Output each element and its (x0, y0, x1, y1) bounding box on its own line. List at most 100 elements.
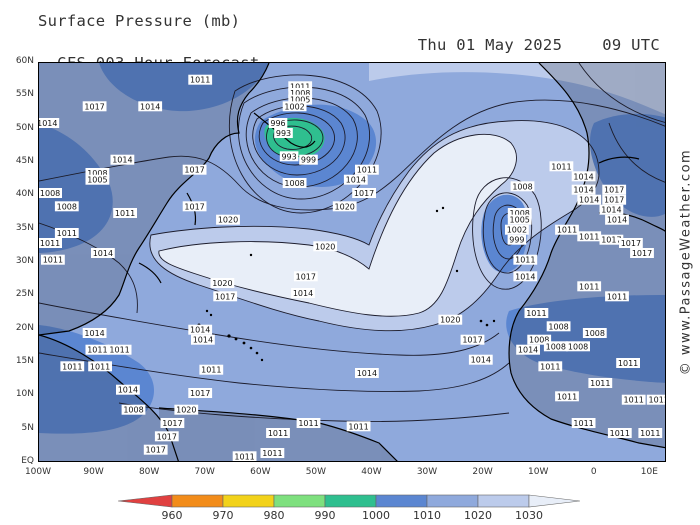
svg-text:1011: 1011 (62, 362, 82, 371)
isobar-label: 996 (268, 118, 288, 128)
svg-text:1020: 1020 (176, 406, 196, 415)
isobar-label: 1011 (549, 161, 574, 172)
latitude-label: 25N (15, 289, 34, 300)
svg-text:1008: 1008 (87, 169, 107, 178)
valid-time: Thu 01 May 2025 09 UTC (418, 36, 660, 54)
isobar-label: 1011 (113, 208, 137, 218)
colorbar-label: 990 (314, 509, 336, 522)
svg-text:1017: 1017 (296, 272, 316, 281)
isobar-label: 1011 (616, 358, 640, 368)
isobar-label: 1008 (510, 181, 535, 192)
isobar-label: 1017 (602, 194, 627, 205)
isobar-label: 1008 (54, 201, 79, 212)
chart-title: Surface Pressure (mb) (38, 12, 241, 30)
isobar-label: 1005 (507, 214, 532, 225)
isobar-label: 1017 (182, 201, 207, 212)
latitude-label: 20N (15, 322, 34, 333)
isobar-label: 1011 (288, 81, 313, 92)
svg-text:1014: 1014 (293, 289, 313, 298)
isobar-label: 1011 (39, 238, 62, 248)
isobar-label: 1002 (505, 224, 529, 235)
svg-text:1005: 1005 (87, 176, 107, 185)
isobar-label: 1014 (138, 101, 163, 112)
forecast-time: 09 UTC (602, 36, 660, 54)
svg-text:1011: 1011 (640, 429, 660, 438)
svg-text:1017: 1017 (184, 166, 204, 175)
colorbar-label: 1010 (413, 509, 441, 522)
isobar-label: 999 (507, 234, 527, 245)
colorbar-label: 980 (263, 509, 285, 522)
isobar-label: 1011 (555, 391, 579, 402)
svg-text:1011: 1011 (234, 452, 254, 461)
isobar-label: 1008 (546, 321, 571, 332)
latitude-label: 5N (21, 422, 34, 433)
svg-text:1011: 1011 (573, 419, 593, 428)
svg-text:1011: 1011 (624, 396, 644, 405)
latitude-label: 55N (15, 89, 34, 100)
isobar-label: 1014 (605, 214, 629, 225)
svg-text:1014: 1014 (112, 156, 132, 165)
isobar-label: 1014 (516, 344, 540, 355)
longitude-label: 70W (194, 467, 215, 477)
latitude-label: EQ (21, 456, 34, 466)
svg-text:1008: 1008 (546, 342, 566, 351)
isobar-label: 1017 (182, 164, 207, 175)
svg-text:1011: 1011 (607, 292, 627, 301)
longitude-label: 20W (472, 467, 493, 477)
svg-text:1008: 1008 (510, 209, 530, 218)
svg-text:1017: 1017 (84, 102, 104, 111)
longitude-label: 60W (250, 467, 271, 477)
isobar-label: 1017 (160, 418, 185, 428)
forecast-date: Thu 01 May 2025 (417, 36, 563, 54)
svg-text:1011: 1011 (649, 396, 666, 405)
isobar-label: 1014 (571, 184, 596, 195)
pressure-colorbar (118, 494, 580, 508)
svg-text:1014: 1014 (573, 172, 593, 181)
isobar-label: 1017 (602, 184, 627, 195)
svg-text:1008: 1008 (548, 322, 568, 331)
svg-text:993: 993 (276, 129, 291, 138)
svg-text:1017: 1017 (601, 236, 621, 245)
svg-text:1011: 1011 (557, 226, 577, 235)
svg-text:1017: 1017 (146, 446, 166, 455)
isobar-label: 1017 (460, 334, 485, 345)
longitude-label: 80W (138, 467, 160, 477)
longitude-label: 0 (590, 467, 597, 477)
isobar-label: 1011 (577, 281, 602, 292)
longitude-label: 10E (640, 467, 658, 477)
isobar-label: 1008 (288, 88, 313, 98)
svg-text:993: 993 (281, 152, 296, 161)
svg-text:1014: 1014 (515, 272, 535, 281)
colorbar-label: 1030 (515, 509, 543, 522)
longitude-label: 30W (416, 467, 438, 477)
svg-text:1011: 1011 (357, 166, 377, 175)
latitude-label: 30N (15, 256, 34, 266)
svg-text:1011: 1011 (87, 346, 107, 355)
watermark: © www.PassageWeather.com (678, 148, 694, 376)
svg-text:1011: 1011 (40, 239, 60, 248)
isobar-label: 993 (274, 128, 293, 138)
svg-text:1011: 1011 (109, 346, 129, 355)
svg-text:1011: 1011 (115, 209, 135, 218)
svg-text:1011: 1011 (348, 422, 368, 431)
svg-text:1017: 1017 (604, 196, 624, 205)
svg-text:1014: 1014 (357, 369, 377, 378)
latitude-label: 45N (15, 156, 34, 166)
isobar-label: 1008 (39, 188, 62, 198)
isobar-label: 1011 (88, 361, 112, 372)
pressure-map-svg: 1011101410171014101110081005100299699399… (39, 63, 666, 461)
isobar-label: 1011 (607, 428, 632, 438)
isobar-label: 1011 (638, 428, 663, 438)
svg-text:1011: 1011 (579, 232, 599, 241)
svg-text:1002: 1002 (284, 102, 304, 111)
isobar-label: 1017 (630, 248, 654, 258)
field-low-greenland-north (99, 63, 269, 112)
isobar-label: 1014 (343, 174, 368, 185)
field-low-north-america (39, 123, 113, 253)
svg-text:999: 999 (509, 236, 524, 245)
svg-text:1011: 1011 (262, 449, 282, 458)
isobar-label: 1011 (266, 428, 290, 438)
pressure-map[interactable]: 1011 1014 1017 1014 1011 1008 1005 1002 996 993 99… (38, 62, 666, 462)
isobar-label: 1011 (513, 254, 538, 265)
isobar-label: 1011 (588, 378, 613, 388)
